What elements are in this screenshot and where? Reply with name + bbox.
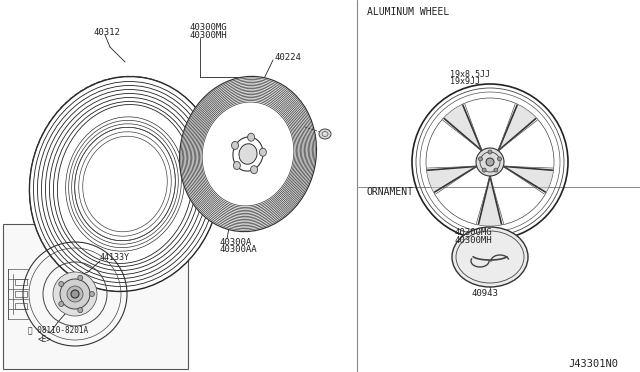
Polygon shape xyxy=(444,104,482,151)
Bar xyxy=(15,291,27,297)
Ellipse shape xyxy=(259,148,266,156)
Text: 40300AA: 40300AA xyxy=(220,246,258,254)
Polygon shape xyxy=(478,176,502,226)
Circle shape xyxy=(59,282,64,286)
Circle shape xyxy=(482,168,486,172)
Text: 40312: 40312 xyxy=(93,28,120,36)
Ellipse shape xyxy=(319,129,331,139)
Circle shape xyxy=(497,157,502,161)
Text: Ⓑ 08110-8201A: Ⓑ 08110-8201A xyxy=(28,326,88,334)
Circle shape xyxy=(494,168,498,172)
Circle shape xyxy=(488,150,492,154)
Text: 40224: 40224 xyxy=(275,52,302,61)
Text: 19x9JJ: 19x9JJ xyxy=(450,77,480,86)
Bar xyxy=(15,279,27,285)
Polygon shape xyxy=(426,166,477,193)
Bar xyxy=(3,224,188,369)
Text: 40300MH: 40300MH xyxy=(190,31,228,39)
Text: 40300MH: 40300MH xyxy=(455,235,493,244)
Circle shape xyxy=(486,158,494,166)
Text: 19x8.5JJ: 19x8.5JJ xyxy=(450,70,490,78)
Ellipse shape xyxy=(234,161,241,170)
Ellipse shape xyxy=(29,77,221,292)
Text: <E>: <E> xyxy=(38,334,52,343)
Circle shape xyxy=(479,157,483,161)
Ellipse shape xyxy=(452,227,528,287)
Circle shape xyxy=(90,292,95,296)
Ellipse shape xyxy=(248,133,255,141)
Polygon shape xyxy=(498,104,536,151)
Circle shape xyxy=(77,308,83,313)
Text: ORNAMENT: ORNAMENT xyxy=(367,187,414,197)
Ellipse shape xyxy=(180,76,316,232)
Ellipse shape xyxy=(239,144,257,164)
Ellipse shape xyxy=(251,166,257,174)
Ellipse shape xyxy=(232,141,239,150)
Circle shape xyxy=(77,275,83,280)
Circle shape xyxy=(53,272,97,316)
Text: 40943: 40943 xyxy=(472,289,499,298)
Circle shape xyxy=(71,290,79,298)
Polygon shape xyxy=(503,166,554,193)
Text: ALUMINUM WHEEL: ALUMINUM WHEEL xyxy=(367,7,449,17)
Bar xyxy=(15,303,27,309)
Text: J43301N0: J43301N0 xyxy=(568,359,618,369)
Text: 40300A: 40300A xyxy=(220,237,252,247)
Circle shape xyxy=(60,279,90,309)
Circle shape xyxy=(59,301,64,307)
Text: 40300MG: 40300MG xyxy=(190,22,228,32)
Text: 40300MG: 40300MG xyxy=(455,228,493,237)
Text: 44133Y: 44133Y xyxy=(100,253,130,262)
Circle shape xyxy=(476,148,504,176)
Circle shape xyxy=(67,286,83,302)
